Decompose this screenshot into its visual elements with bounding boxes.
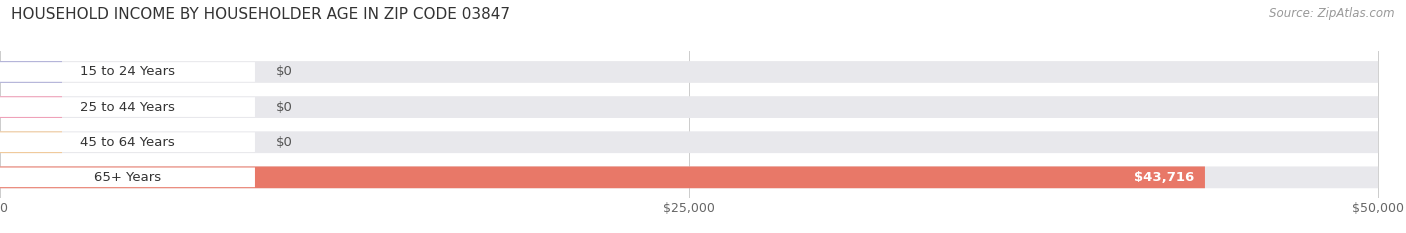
FancyBboxPatch shape [0,61,62,83]
FancyBboxPatch shape [0,96,1378,118]
Text: $0: $0 [276,65,292,79]
Text: 45 to 64 Years: 45 to 64 Years [80,136,174,149]
Text: $0: $0 [276,136,292,149]
FancyBboxPatch shape [0,166,1378,188]
FancyBboxPatch shape [0,62,254,82]
FancyBboxPatch shape [0,97,254,117]
FancyBboxPatch shape [0,61,1378,83]
Text: 25 to 44 Years: 25 to 44 Years [80,101,174,114]
Text: 15 to 24 Years: 15 to 24 Years [80,65,174,79]
FancyBboxPatch shape [0,166,1205,188]
FancyBboxPatch shape [0,131,62,153]
Text: 65+ Years: 65+ Years [94,171,162,184]
FancyBboxPatch shape [0,96,62,118]
Text: Source: ZipAtlas.com: Source: ZipAtlas.com [1270,7,1395,20]
Text: $0: $0 [276,101,292,114]
FancyBboxPatch shape [0,168,254,187]
Text: $43,716: $43,716 [1133,171,1194,184]
FancyBboxPatch shape [0,131,1378,153]
Text: HOUSEHOLD INCOME BY HOUSEHOLDER AGE IN ZIP CODE 03847: HOUSEHOLD INCOME BY HOUSEHOLDER AGE IN Z… [11,7,510,22]
FancyBboxPatch shape [0,132,254,152]
